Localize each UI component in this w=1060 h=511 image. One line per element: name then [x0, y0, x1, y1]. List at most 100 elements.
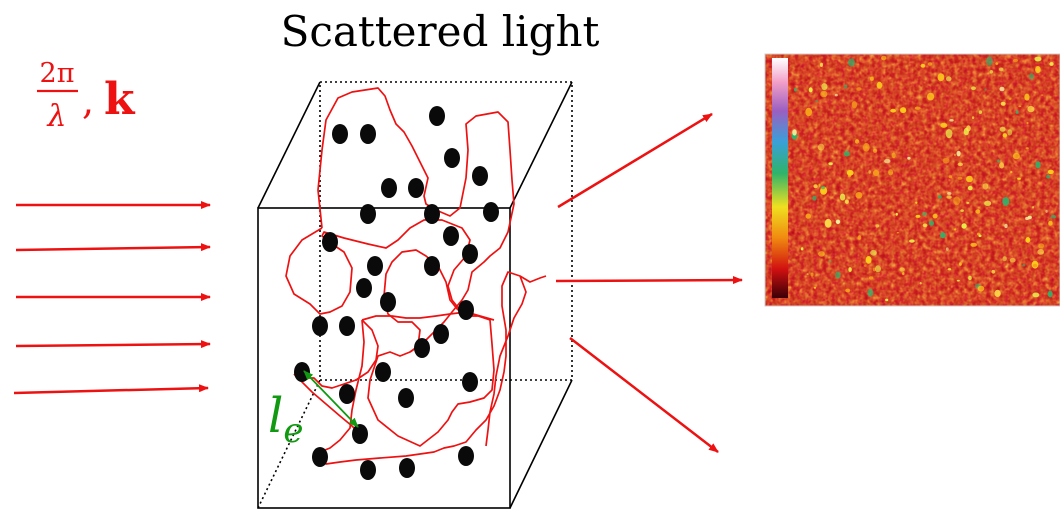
speckle-highlight: [817, 143, 825, 151]
speckle-highlight: [940, 122, 948, 128]
box-front-face: [257, 207, 511, 509]
speckle-pattern-image: [764, 53, 1060, 307]
speckle-highlight: [1041, 94, 1044, 96]
speckle-highlight: [828, 162, 833, 166]
speckle-highlight: [945, 247, 949, 251]
box-edge: [509, 379, 573, 509]
speckle-highlight: [1022, 264, 1026, 267]
speckle-highlight: [946, 195, 952, 199]
speckle-highlight: [966, 125, 971, 132]
scatterer: [380, 292, 396, 312]
wave-label-numerator: 2π: [40, 58, 75, 89]
speckle-highlight: [1029, 73, 1034, 80]
speckle-highlight: [909, 239, 915, 243]
speckle-highlight: [1012, 58, 1019, 63]
speckle-highlight: [888, 169, 894, 176]
speckle-highlight: [1038, 243, 1045, 249]
speckle-highlight: [940, 232, 946, 239]
scatterer: [483, 202, 499, 222]
speckle-highlight: [966, 201, 970, 204]
scatterer: [462, 244, 478, 264]
light-path: [293, 373, 361, 435]
scatterer: [429, 106, 445, 126]
wave-label-separator: ,: [82, 79, 94, 123]
speckle-highlight: [942, 157, 950, 164]
scatterer: [375, 362, 391, 382]
scatterer: [312, 316, 328, 336]
speckle-highlight: [945, 129, 953, 139]
speckle-highlight: [890, 108, 896, 113]
speckle-highlight: [945, 76, 952, 82]
speckle-highlight: [845, 288, 851, 293]
speckle-highlight: [920, 63, 926, 68]
mean-free-path-indicator: le: [268, 370, 359, 451]
speckle-highlight: [1004, 223, 1008, 229]
speckle-highlight: [899, 267, 905, 272]
speckle-highlight: [792, 129, 797, 136]
speckle-highlight: [967, 185, 973, 191]
speckle-highlight: [949, 119, 954, 122]
speckle-highlight: [812, 195, 817, 201]
speckle-highlight: [1032, 206, 1035, 209]
speckle-highlight: [907, 156, 911, 160]
speckle-highlight: [999, 126, 1006, 132]
speckle-highlight: [960, 209, 964, 212]
incident-beams: [13, 201, 211, 395]
speckle-highlight: [862, 142, 870, 152]
box-edge: [509, 81, 573, 209]
speckle-highlight: [914, 106, 921, 110]
scatterer: [294, 362, 310, 382]
scatterer: [381, 178, 397, 198]
speckle-highlight: [1032, 263, 1038, 268]
scatterer: [360, 460, 376, 480]
speckle-highlight: [1035, 161, 1041, 169]
scatterer: [472, 166, 488, 186]
speckle-highlight: [1050, 214, 1057, 219]
speckle-highlight: [1025, 237, 1031, 243]
speckle-highlight: [820, 90, 828, 98]
speckle-highlight: [966, 175, 973, 183]
speckle-highlight: [857, 235, 862, 240]
speckle-highlight: [875, 265, 881, 273]
speckle-highlight: [875, 224, 880, 228]
speckle-highlight: [818, 183, 821, 187]
speckle-highlight: [984, 88, 987, 91]
speckle-highlight: [891, 152, 896, 159]
speckle-highlight: [970, 242, 977, 247]
speckle-highlight: [982, 183, 989, 190]
speckle-highlight: [995, 62, 998, 65]
light-random-walk: [285, 87, 547, 465]
speckle-highlight: [1034, 56, 1042, 62]
speckle-highlight: [813, 286, 817, 289]
light-path: [319, 271, 527, 465]
scatterer: [312, 447, 328, 467]
speckle-highlight: [997, 159, 1000, 163]
speckle-highlight: [884, 158, 891, 164]
speckle-highlight: [998, 67, 1004, 72]
scatterer: [360, 124, 376, 144]
scatterer: [356, 278, 372, 298]
scattered-ray: [569, 337, 719, 453]
mean-free-path-subscript: e: [283, 411, 303, 451]
speckle-highlight: [978, 110, 983, 114]
speckle-highlights: [791, 55, 1057, 302]
box-hidden-edge: [257, 379, 321, 509]
speckle-highlight: [834, 93, 838, 97]
speckle-highlight: [1018, 105, 1022, 108]
speckle-highlight: [844, 84, 848, 89]
wave-label-denominator: λ: [46, 99, 66, 134]
speckle-highlight: [902, 272, 905, 275]
speckle-highlight: [864, 264, 867, 267]
speckle-highlight: [922, 212, 928, 216]
light-path: [383, 249, 459, 353]
scatterer: [414, 338, 430, 358]
scattered-rays: [555, 112, 743, 453]
speckle-highlight: [805, 107, 813, 117]
speckle-highlight: [820, 62, 823, 67]
speckle-highlight: [984, 200, 992, 206]
speckle-highlight: [876, 81, 883, 89]
speckle-colorbar: [772, 58, 788, 298]
speckle-highlight: [975, 209, 981, 214]
speckle-highlight: [971, 86, 976, 91]
